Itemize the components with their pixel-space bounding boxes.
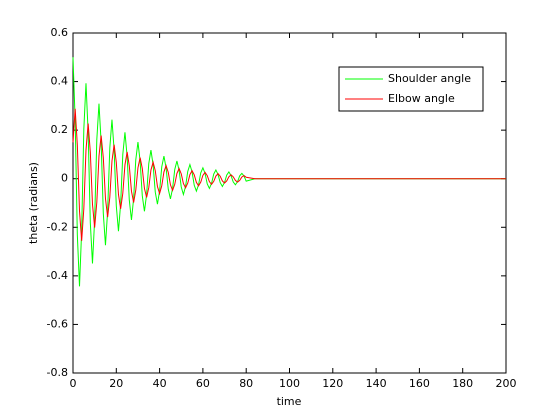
y-tick-label: -0.4 xyxy=(47,269,68,282)
y-tick-label: -0.8 xyxy=(47,366,68,379)
x-tick-label: 40 xyxy=(153,377,167,390)
x-tick-label: 80 xyxy=(239,377,253,390)
x-tick-label: 60 xyxy=(196,377,210,390)
x-tick-label: 160 xyxy=(409,377,430,390)
y-tick-label: 0 xyxy=(61,172,68,185)
y-tick-label: -0.2 xyxy=(47,220,68,233)
y-tick-label: 0.4 xyxy=(51,75,69,88)
y-axis-label: theta (radians) xyxy=(27,162,40,244)
x-tick-label: 0 xyxy=(70,377,77,390)
legend-label: Elbow angle xyxy=(388,92,455,105)
x-axis-label: time xyxy=(277,395,302,408)
x-tick-label: 20 xyxy=(109,377,123,390)
line-series xyxy=(72,57,506,287)
y-tick-label: 0.2 xyxy=(51,123,69,136)
legend-box xyxy=(338,66,484,112)
x-tick-label: 180 xyxy=(452,377,473,390)
line-series xyxy=(72,108,506,241)
x-tick-label: 100 xyxy=(279,377,300,390)
x-tick-label: 120 xyxy=(322,377,343,390)
y-tick-label: -0.6 xyxy=(47,317,68,330)
x-tick-label: 200 xyxy=(496,377,517,390)
legend-label: Shoulder angle xyxy=(388,72,471,85)
x-tick-label: 140 xyxy=(366,377,387,390)
y-tick-label: 0.6 xyxy=(51,26,69,39)
